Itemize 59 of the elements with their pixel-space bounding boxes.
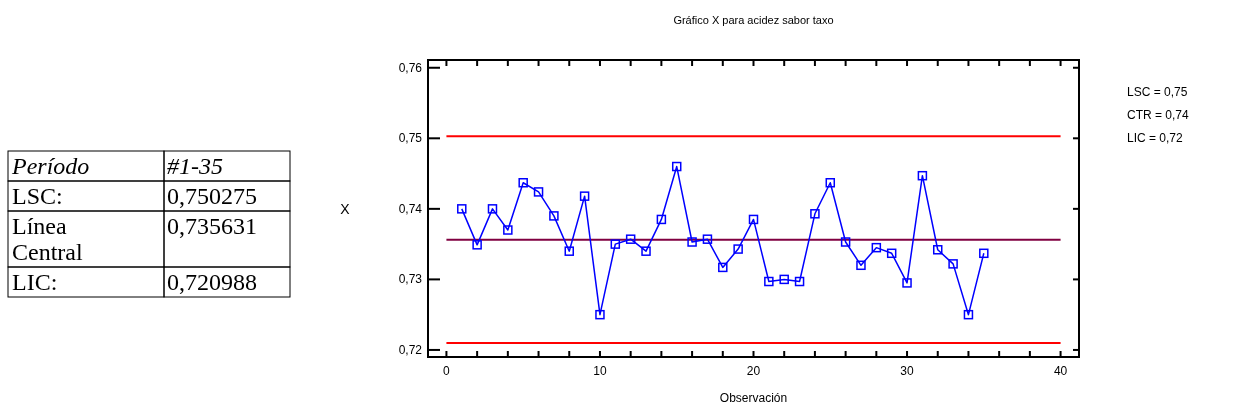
x-axis-title: Observación xyxy=(719,391,788,405)
point xyxy=(886,248,897,259)
point xyxy=(733,244,743,254)
point xyxy=(595,309,605,320)
point xyxy=(457,204,467,214)
point xyxy=(764,276,774,287)
y-tick-label: 0,76 xyxy=(398,60,423,75)
text: Período xyxy=(11,153,90,179)
text: LSC = 0,75 xyxy=(1127,85,1188,99)
point xyxy=(794,276,805,287)
point xyxy=(902,278,912,288)
point xyxy=(948,259,958,269)
point xyxy=(656,214,667,225)
point xyxy=(840,237,851,247)
point xyxy=(518,178,528,188)
text: LSC: xyxy=(12,183,63,209)
point xyxy=(963,309,974,320)
point xyxy=(856,260,866,271)
point xyxy=(472,240,482,250)
point xyxy=(641,246,651,256)
point xyxy=(979,248,989,259)
point xyxy=(564,246,575,256)
point xyxy=(487,204,498,214)
x-tick-label: 10 xyxy=(593,364,607,378)
point xyxy=(748,214,759,225)
y-axis-title: X xyxy=(340,200,351,217)
point xyxy=(625,234,636,244)
y-tick-label: 0,72 xyxy=(398,342,423,357)
point xyxy=(687,237,697,247)
point xyxy=(810,209,820,219)
point xyxy=(779,274,789,285)
text: CTR = 0,74 xyxy=(1127,108,1190,122)
text: LIC = 0,72 xyxy=(1127,131,1184,145)
y-tick-label: 0,74 xyxy=(398,201,423,216)
point xyxy=(503,225,513,235)
point xyxy=(702,234,713,244)
text: #1-35 xyxy=(167,153,223,179)
point xyxy=(610,239,621,249)
text: 0,720988 xyxy=(167,269,257,295)
chart-title: Gráfico X para acidez sabor taxo xyxy=(673,14,834,26)
x-tick-label: 0 xyxy=(443,364,451,378)
text: 0,735631 xyxy=(167,213,257,239)
point xyxy=(871,242,882,253)
x-tick-label: 30 xyxy=(900,364,915,378)
point xyxy=(579,191,590,201)
x-tick-label: 40 xyxy=(1053,364,1068,378)
y-tick-label: 0,75 xyxy=(398,131,423,146)
point xyxy=(825,178,836,188)
point xyxy=(933,245,943,255)
text: Línea Central xyxy=(12,213,83,265)
y-tick-label: 0,73 xyxy=(398,272,423,287)
text: LIC: xyxy=(12,269,58,295)
point xyxy=(671,161,682,172)
text: 0,750275 xyxy=(167,183,257,209)
point xyxy=(718,262,728,273)
x-tick-label: 20 xyxy=(746,364,761,378)
point xyxy=(533,187,544,197)
point xyxy=(917,170,928,181)
point xyxy=(549,211,559,221)
